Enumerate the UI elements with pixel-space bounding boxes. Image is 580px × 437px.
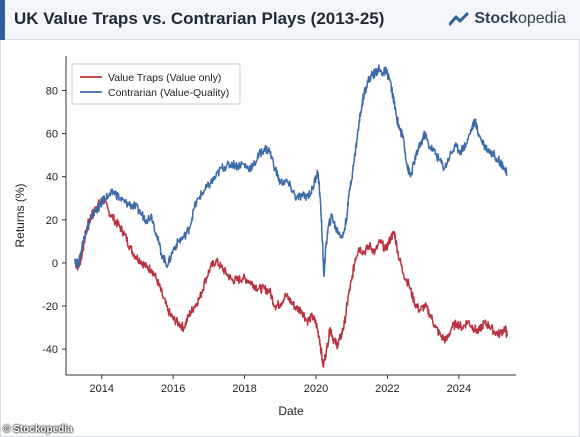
series-lines bbox=[74, 64, 508, 368]
line-chart: -40 -20 0 20 40 60 80 2014 2016 2018 2020 2022 2024 D… bbox=[13, 56, 516, 418]
x-tick-label: 2018 bbox=[232, 383, 256, 395]
y-axis-label: Returns (%) bbox=[13, 183, 27, 247]
legend-box bbox=[71, 63, 241, 105]
axes: -40 -20 0 20 40 60 80 2014 2016 2018 2020 2022 2024 D… bbox=[13, 56, 516, 418]
x-tick-label: 2022 bbox=[375, 383, 399, 395]
legend: Value Traps (Value only) Contrarian (Valu… bbox=[71, 63, 241, 105]
chart-title: UK Value Traps vs. Contrarian Plays (201… bbox=[14, 9, 385, 28]
legend-label: Contrarian (Value-Quality) bbox=[108, 87, 229, 99]
x-tick-label: 2024 bbox=[447, 383, 471, 395]
series-line-value-traps bbox=[74, 197, 508, 368]
x-axis-label: Date bbox=[278, 404, 304, 418]
x-tick-label: 2014 bbox=[89, 383, 113, 395]
y-tick-label: -40 bbox=[42, 344, 58, 356]
y-tick-label: -20 bbox=[42, 301, 58, 313]
y-tick-label: 40 bbox=[46, 172, 58, 184]
stockopedia-logo-icon bbox=[449, 12, 469, 26]
brand-name-bold: Stock bbox=[474, 10, 518, 27]
brand-name-light: opedia bbox=[517, 10, 566, 27]
y-tick-label: 80 bbox=[46, 85, 58, 97]
x-tick-label: 2020 bbox=[304, 383, 328, 395]
x-tick-label: 2016 bbox=[161, 383, 185, 395]
legend-label: Value Traps (Value only) bbox=[108, 72, 221, 84]
series-line-contrarian bbox=[74, 64, 508, 277]
y-tick-label: 60 bbox=[46, 129, 58, 141]
watermark: © Stockopedia bbox=[3, 424, 73, 435]
accent-bar bbox=[0, 0, 5, 40]
brand-name: Stockopedia bbox=[474, 10, 566, 28]
header: UK Value Traps vs. Contrarian Plays (201… bbox=[0, 0, 580, 40]
brand-logo: Stockopedia bbox=[449, 10, 566, 28]
y-tick-label: 20 bbox=[46, 215, 58, 227]
y-tick-label: 0 bbox=[52, 258, 58, 270]
